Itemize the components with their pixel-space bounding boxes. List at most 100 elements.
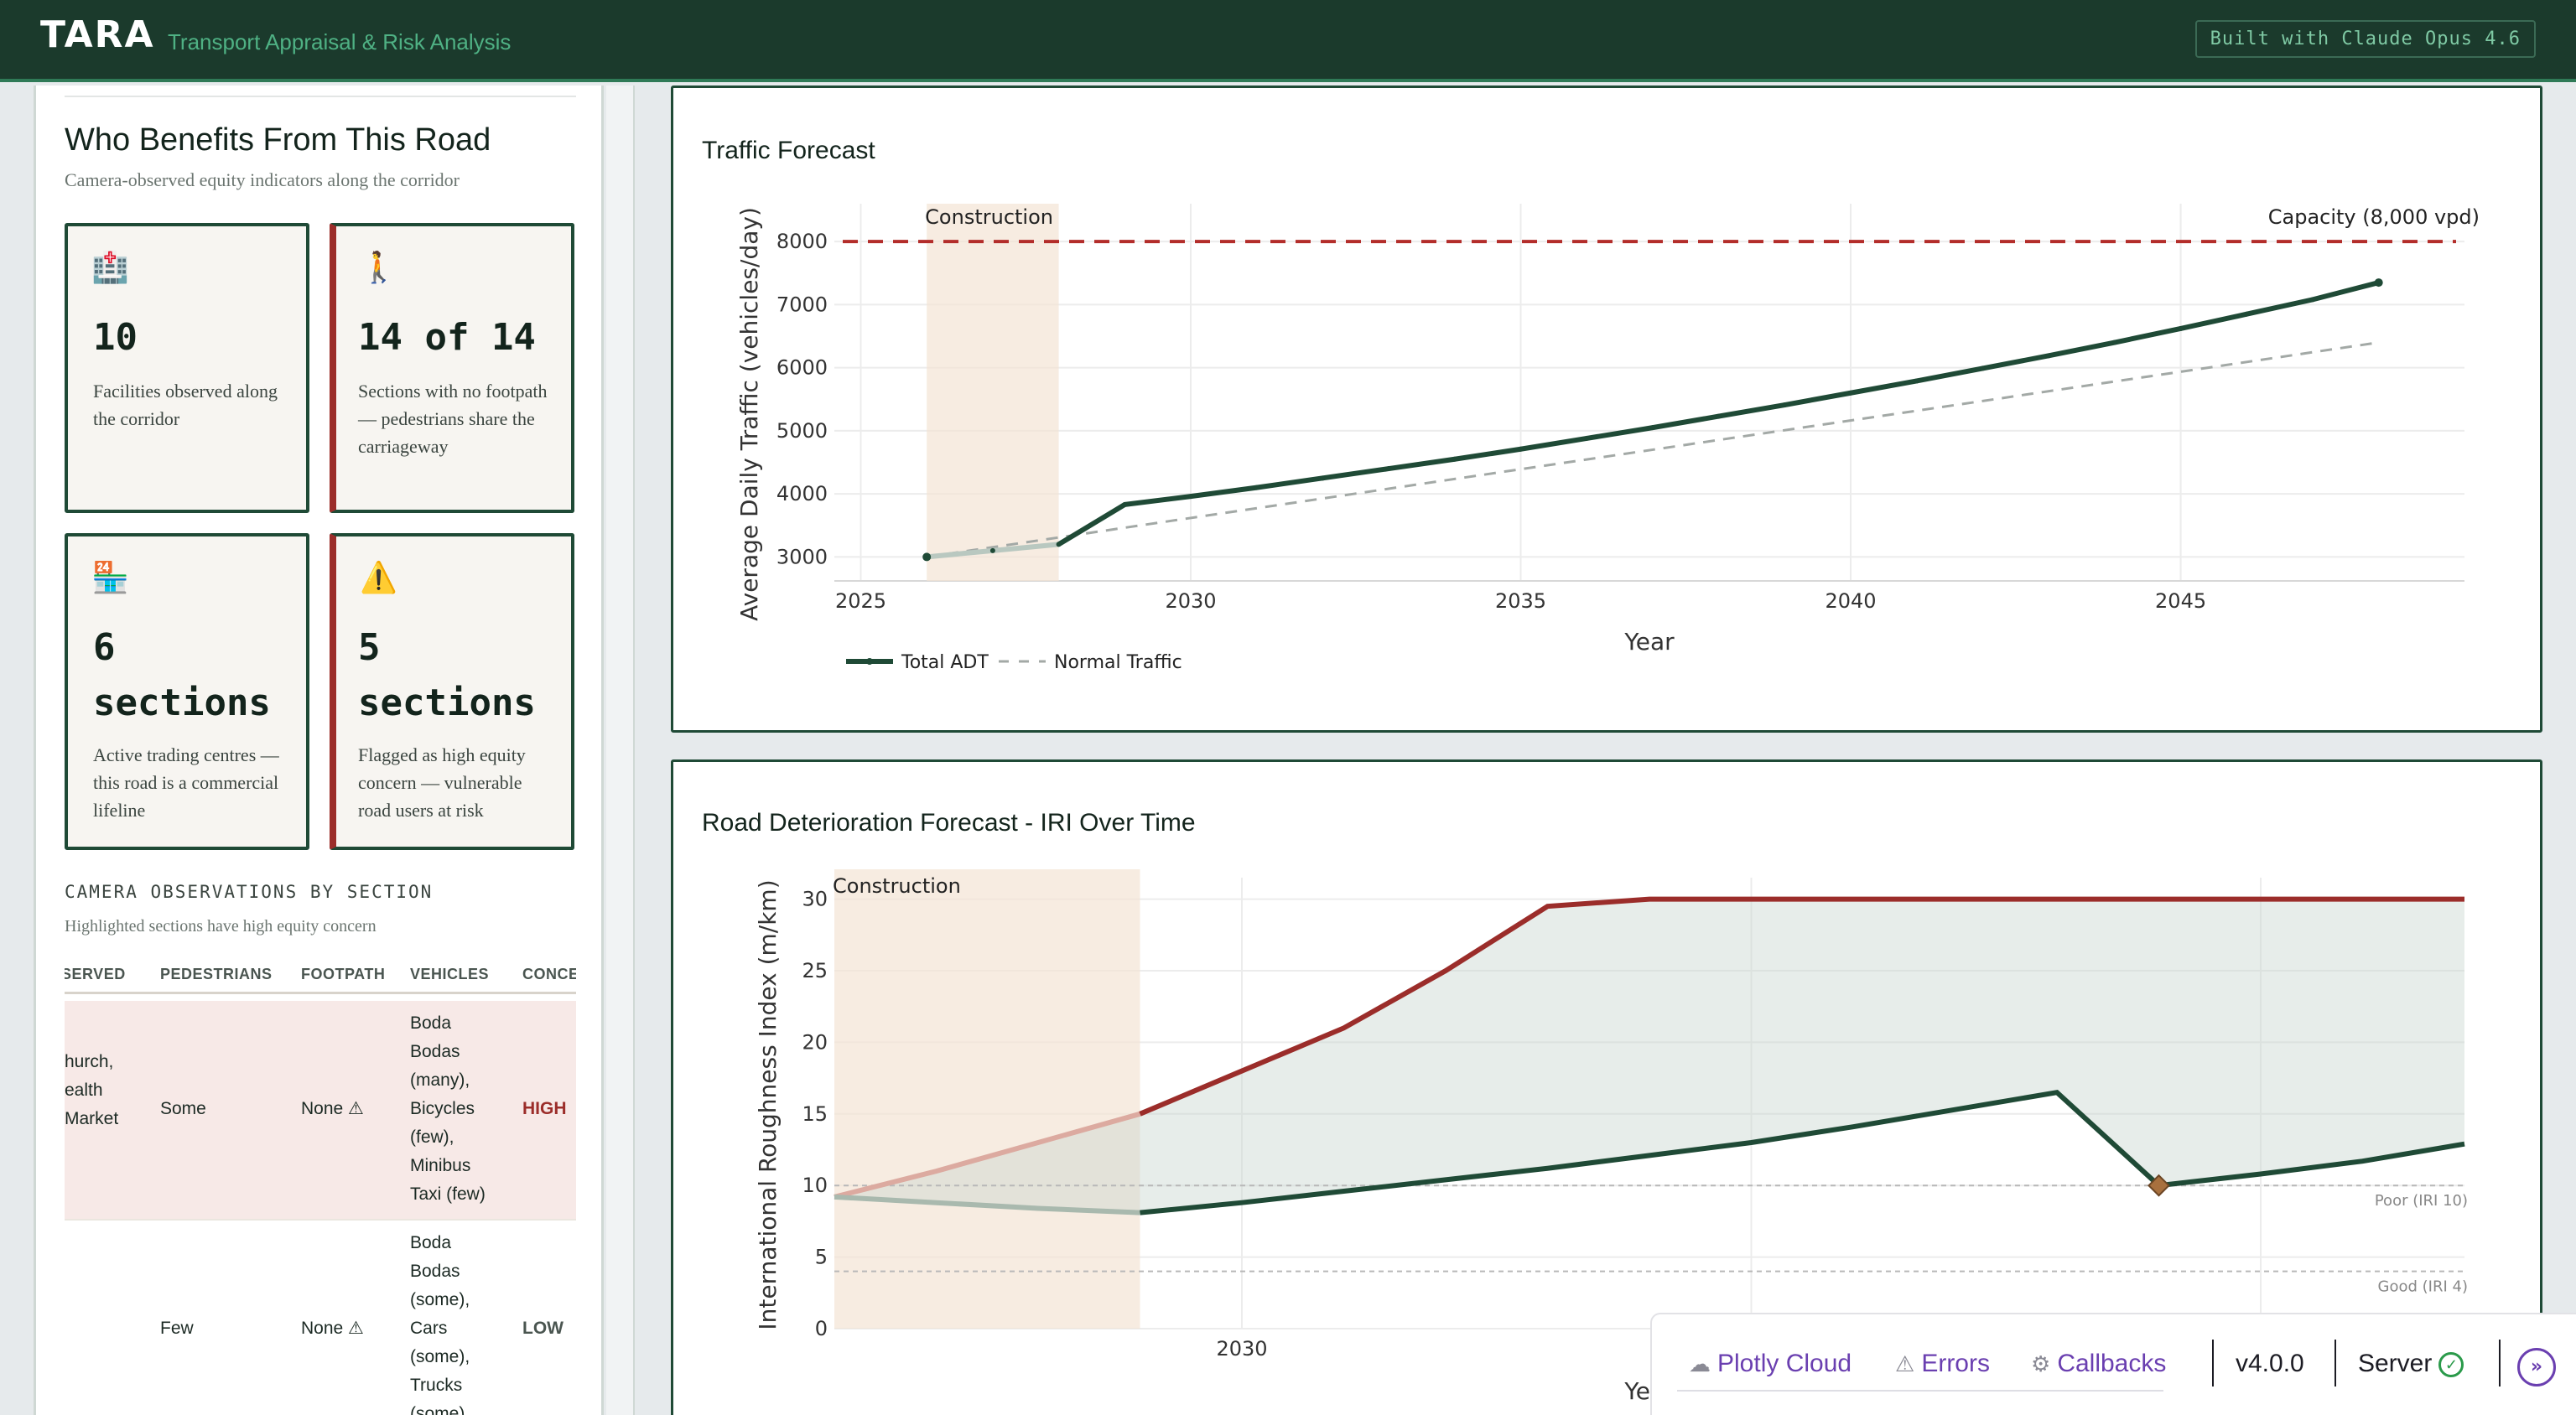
series-line-do-nothing (1139, 896, 2464, 1117)
warning-icon: ⚠️ (360, 561, 397, 595)
data-point (2244, 311, 2250, 317)
threshold-label: Good (IRI 4) (2378, 1278, 2468, 1296)
series-line-do-nothing-construction (834, 1111, 1141, 1200)
y-tick-label: 7000 (776, 293, 828, 316)
data-point (1914, 378, 1919, 384)
col-concern[interactable]: CONCERN (522, 966, 576, 982)
series-line-normal-traffic (926, 341, 2379, 558)
errors-button[interactable]: ⚠ Errors (1895, 1350, 1990, 1378)
x-tick-label: 2030 (1165, 589, 1216, 613)
equity-concern-value: 5 sections (358, 626, 536, 724)
benefit-area (834, 899, 2464, 1213)
data-point (1782, 402, 1788, 408)
y-tick-label: 4000 (776, 482, 828, 505)
y-tick-label: 15 (802, 1102, 828, 1126)
x-tick-label: 2030 (1216, 1337, 1267, 1361)
concern-badge: HIGH (522, 1099, 567, 1118)
trading-value: 6 sections (93, 626, 271, 724)
footpath-cell: None ⚠ (301, 1319, 364, 1338)
y-axis-title: International Roughness Index (m/km) (754, 879, 782, 1329)
y-tick-label: 20 (802, 1030, 828, 1054)
data-point (2374, 278, 2383, 288)
legend-label-total-adt: Total ADT (901, 652, 989, 673)
legend-marker (866, 658, 873, 665)
y-tick-label: 5 (815, 1246, 828, 1269)
devbar-separator (2334, 1340, 2336, 1386)
trading-desc: Active trading centres — this road is a … (93, 744, 279, 821)
vehicles-cell: Boda Bodas (many), Bicycles (few), Minib… (410, 1013, 486, 1204)
data-point (1518, 446, 1524, 452)
callbacks-button[interactable]: ⚙ Callbacks (2031, 1350, 2166, 1378)
sidebar-scroll-gutter (606, 86, 635, 1415)
plotly-cloud-label: Plotly Cloud (1717, 1350, 1852, 1377)
divider (65, 96, 576, 97)
traffic-chart-title: Traffic Forecast (702, 137, 875, 164)
data-point (1716, 413, 1722, 419)
app-tagline: Transport Appraisal & Risk Analysis (168, 29, 512, 54)
dev-tools-bar: ☁ Plotly Cloud ⚠ Errors ⚙ Callbacks v4.0.0 … (1650, 1313, 2576, 1415)
facilities-value: 10 (93, 316, 138, 359)
footpath-card: 🚶 14 of 14 Sections with no footpath — p… (330, 223, 574, 513)
iri-forecast-panel: Road Deterioration Forecast - IRI Over T… (671, 759, 2542, 1415)
equity-concern-card: ⚠️ 5 sections Flagged as high equity con… (330, 533, 574, 850)
data-point (1848, 390, 1854, 396)
data-point (1386, 466, 1392, 472)
x-tick-label: 2035 (1495, 589, 1546, 613)
vehicles-cell: Boda Bodas (some), Cars (some), Trucks (… (410, 1233, 470, 1415)
version-label: v4.0.0 (2236, 1350, 2304, 1377)
pedestrians-cell: Few (160, 1319, 194, 1338)
y-tick-label: 25 (802, 959, 828, 982)
table-row[interactable]: Few None ⚠ Boda Bodas (some), Cars (some… (65, 1221, 576, 1415)
equity-sidebar[interactable]: Who Benefits From This Road Camera-obser… (34, 86, 604, 1415)
warning-triangle-icon: ⚠ (1895, 1351, 1915, 1376)
x-axis-title: Year (1623, 628, 1675, 656)
y-axis-title: Average Daily Traffic (vehicles/day) (735, 207, 763, 621)
col-vehicles[interactable]: VEHICLES (410, 966, 490, 982)
expand-devtools-icon[interactable]: » (2517, 1348, 2556, 1386)
threshold-label: Poor (IRI 10) (2375, 1192, 2468, 1210)
data-point (1122, 501, 1128, 507)
x-tick-label: 2045 (2155, 589, 2206, 613)
col-footpath[interactable]: FOOTPATH (301, 966, 386, 982)
y-tick-label: 8000 (776, 230, 828, 253)
iri-chart-title: Road Deterioration Forecast - IRI Over T… (702, 809, 1196, 837)
sidebar-subtitle: Camera-observed equity indicators along … (65, 169, 460, 190)
data-point (989, 547, 995, 553)
errors-label: Errors (1921, 1350, 1990, 1377)
data-point (1254, 485, 1259, 490)
data-point (1980, 365, 1986, 371)
observations-table-header: SERVED PEDESTRIANS FOOTPATH VEHICLES CON… (65, 962, 576, 994)
sidebar-title: Who Benefits From This Road (65, 122, 491, 158)
row-divider (65, 1219, 576, 1221)
traffic-forecast-panel: Traffic Forecast Construction Capacity (8… (671, 86, 2542, 733)
cloud-icon: ☁ (1689, 1351, 1711, 1376)
construction-band (834, 869, 1140, 1329)
app-header: TARA Transport Appraisal & Risk Analysis… (0, 0, 2576, 82)
x-tick-label: 2040 (1826, 589, 1877, 613)
facilities-desc: Facilities observed along the corridor (93, 381, 278, 429)
data-point (1649, 425, 1655, 431)
brand-logo[interactable]: TARA (40, 13, 155, 56)
check-circle-icon: ✓ (2438, 1352, 2464, 1378)
table-row[interactable]: hurch, ealth Market Some None ⚠ Boda Bod… (65, 1001, 576, 1221)
server-status[interactable]: Server ✓ (2358, 1350, 2464, 1378)
concern-badge: LOW (522, 1319, 564, 1338)
observations-heading: CAMERA OBSERVATIONS BY SECTION (65, 882, 434, 902)
data-point (2309, 297, 2315, 303)
served-cell: hurch, ealth Market (65, 1052, 119, 1128)
y-tick-label: 10 (802, 1174, 828, 1197)
callbacks-graph-icon: ⚙ (2031, 1351, 2051, 1376)
col-pedestrians[interactable]: PEDESTRIANS (160, 966, 273, 982)
col-served[interactable]: SERVED (65, 966, 126, 982)
devbar-separator (2212, 1340, 2214, 1386)
plotly-cloud-button[interactable]: ☁ Plotly Cloud (1689, 1350, 1852, 1378)
server-label: Server (2358, 1350, 2433, 1377)
store-icon: 🏪 (91, 561, 129, 595)
traffic-chart[interactable]: Construction Capacity (8,000 vpd) 2025 2030… (673, 88, 2540, 730)
built-with-badge: Built with Claude Opus 4.6 (2194, 20, 2536, 58)
footpath-desc: Sections with no footpath — pedestrians … (358, 381, 548, 457)
facilities-card: 🏥 10 Facilities observed along the corri… (65, 223, 309, 513)
y-tick-label: 6000 (776, 356, 828, 380)
y-tick-label: 0 (815, 1317, 828, 1340)
